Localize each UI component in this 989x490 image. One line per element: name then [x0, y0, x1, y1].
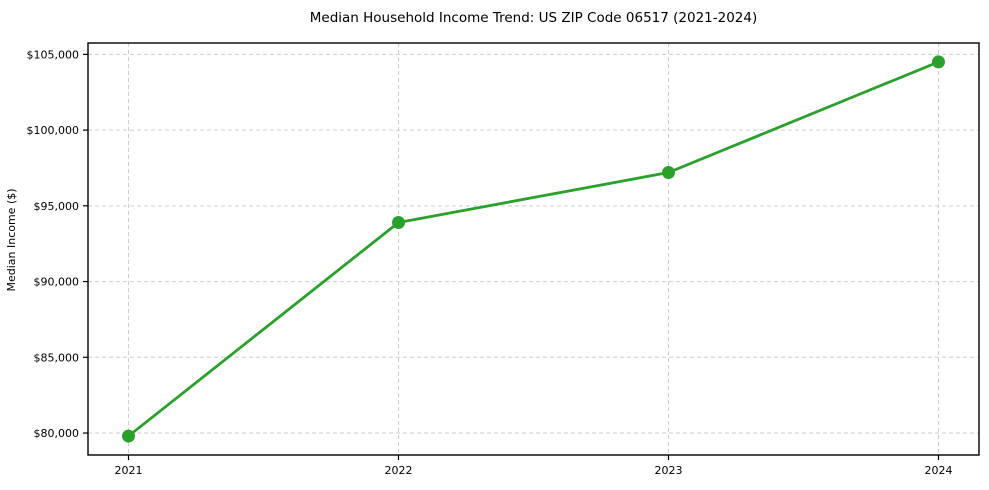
y-tick-label: $105,000 — [27, 48, 80, 61]
plot-border — [87, 42, 980, 456]
data-point — [932, 55, 945, 69]
plot-area: $80,000 $85,000 $90,000 $95,000 $100,000 $105… — [27, 42, 980, 477]
y-tick-label: $80,000 — [34, 427, 80, 440]
y-tick-label: $85,000 — [34, 351, 80, 364]
data-point — [392, 215, 405, 229]
x-tick-label: 2023 — [655, 464, 683, 477]
y-tick-label: $95,000 — [34, 200, 80, 213]
y-tick-label: $100,000 — [27, 124, 80, 137]
y-axis-label: Median Income ($) — [5, 188, 18, 291]
x-tick-label: 2021 — [115, 464, 143, 477]
chart-title: Median Household Income Trend: US ZIP Co… — [310, 10, 758, 26]
y-tick-label: $90,000 — [34, 276, 80, 289]
data-point — [122, 429, 135, 443]
trend-line — [127, 60, 940, 438]
x-tick-label: 2022 — [385, 464, 413, 477]
data-point — [662, 166, 675, 180]
x-tick-label: 2024 — [925, 464, 953, 477]
